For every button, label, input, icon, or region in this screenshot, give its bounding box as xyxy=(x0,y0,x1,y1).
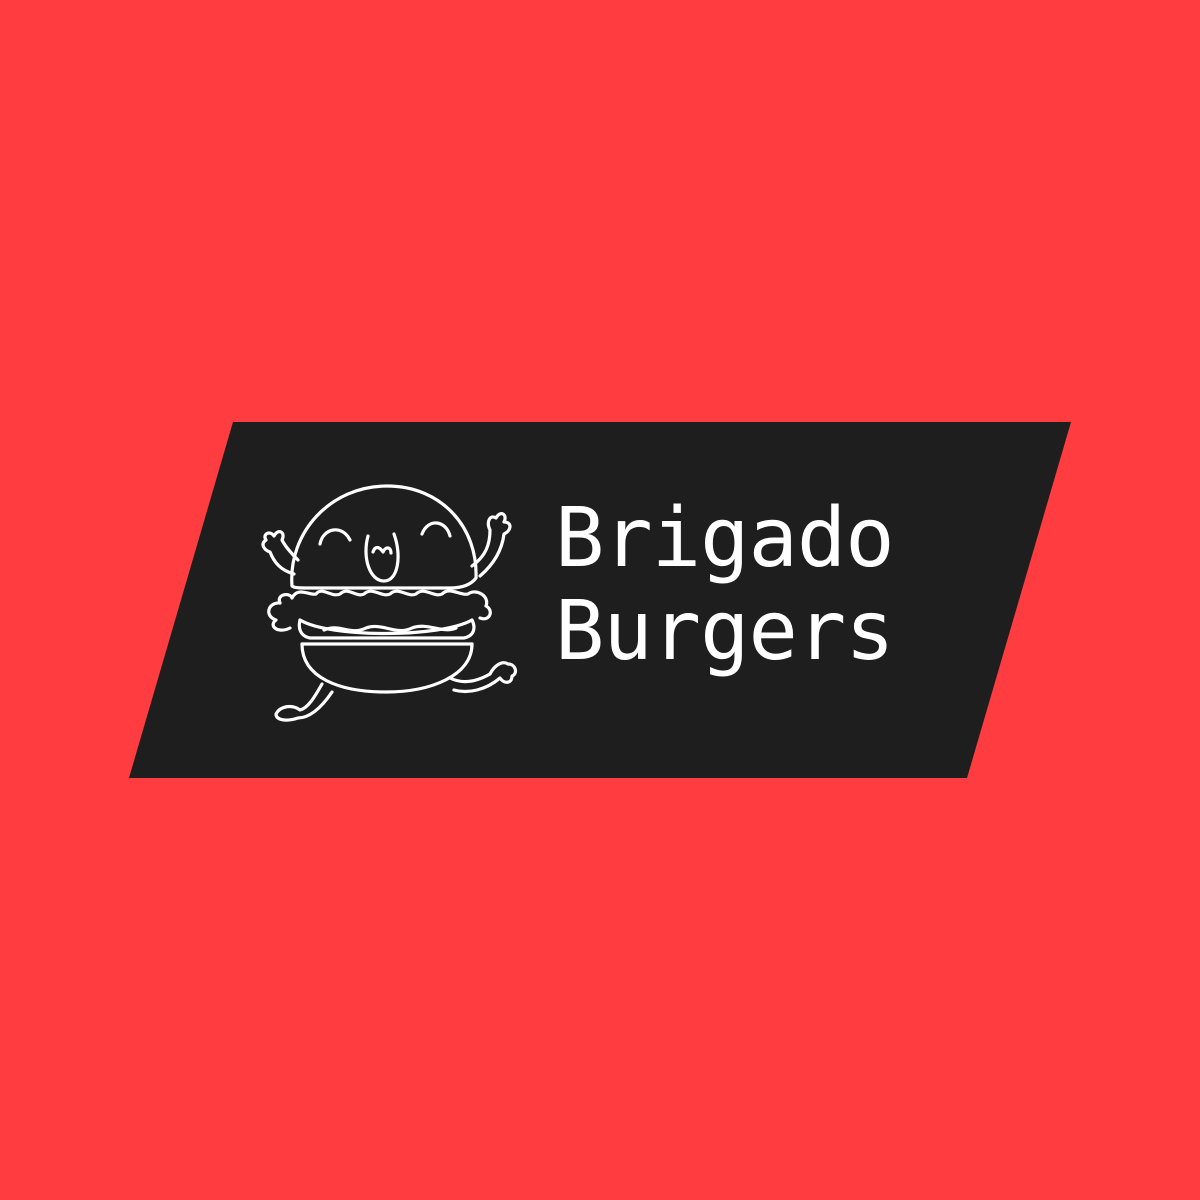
brand-name-line-2: Burgers xyxy=(555,584,895,679)
brand-name: Brigado Burgers xyxy=(555,492,985,678)
happy-burger-mascot-icon xyxy=(261,484,518,722)
brand-name-line-1: Brigado xyxy=(555,491,895,586)
